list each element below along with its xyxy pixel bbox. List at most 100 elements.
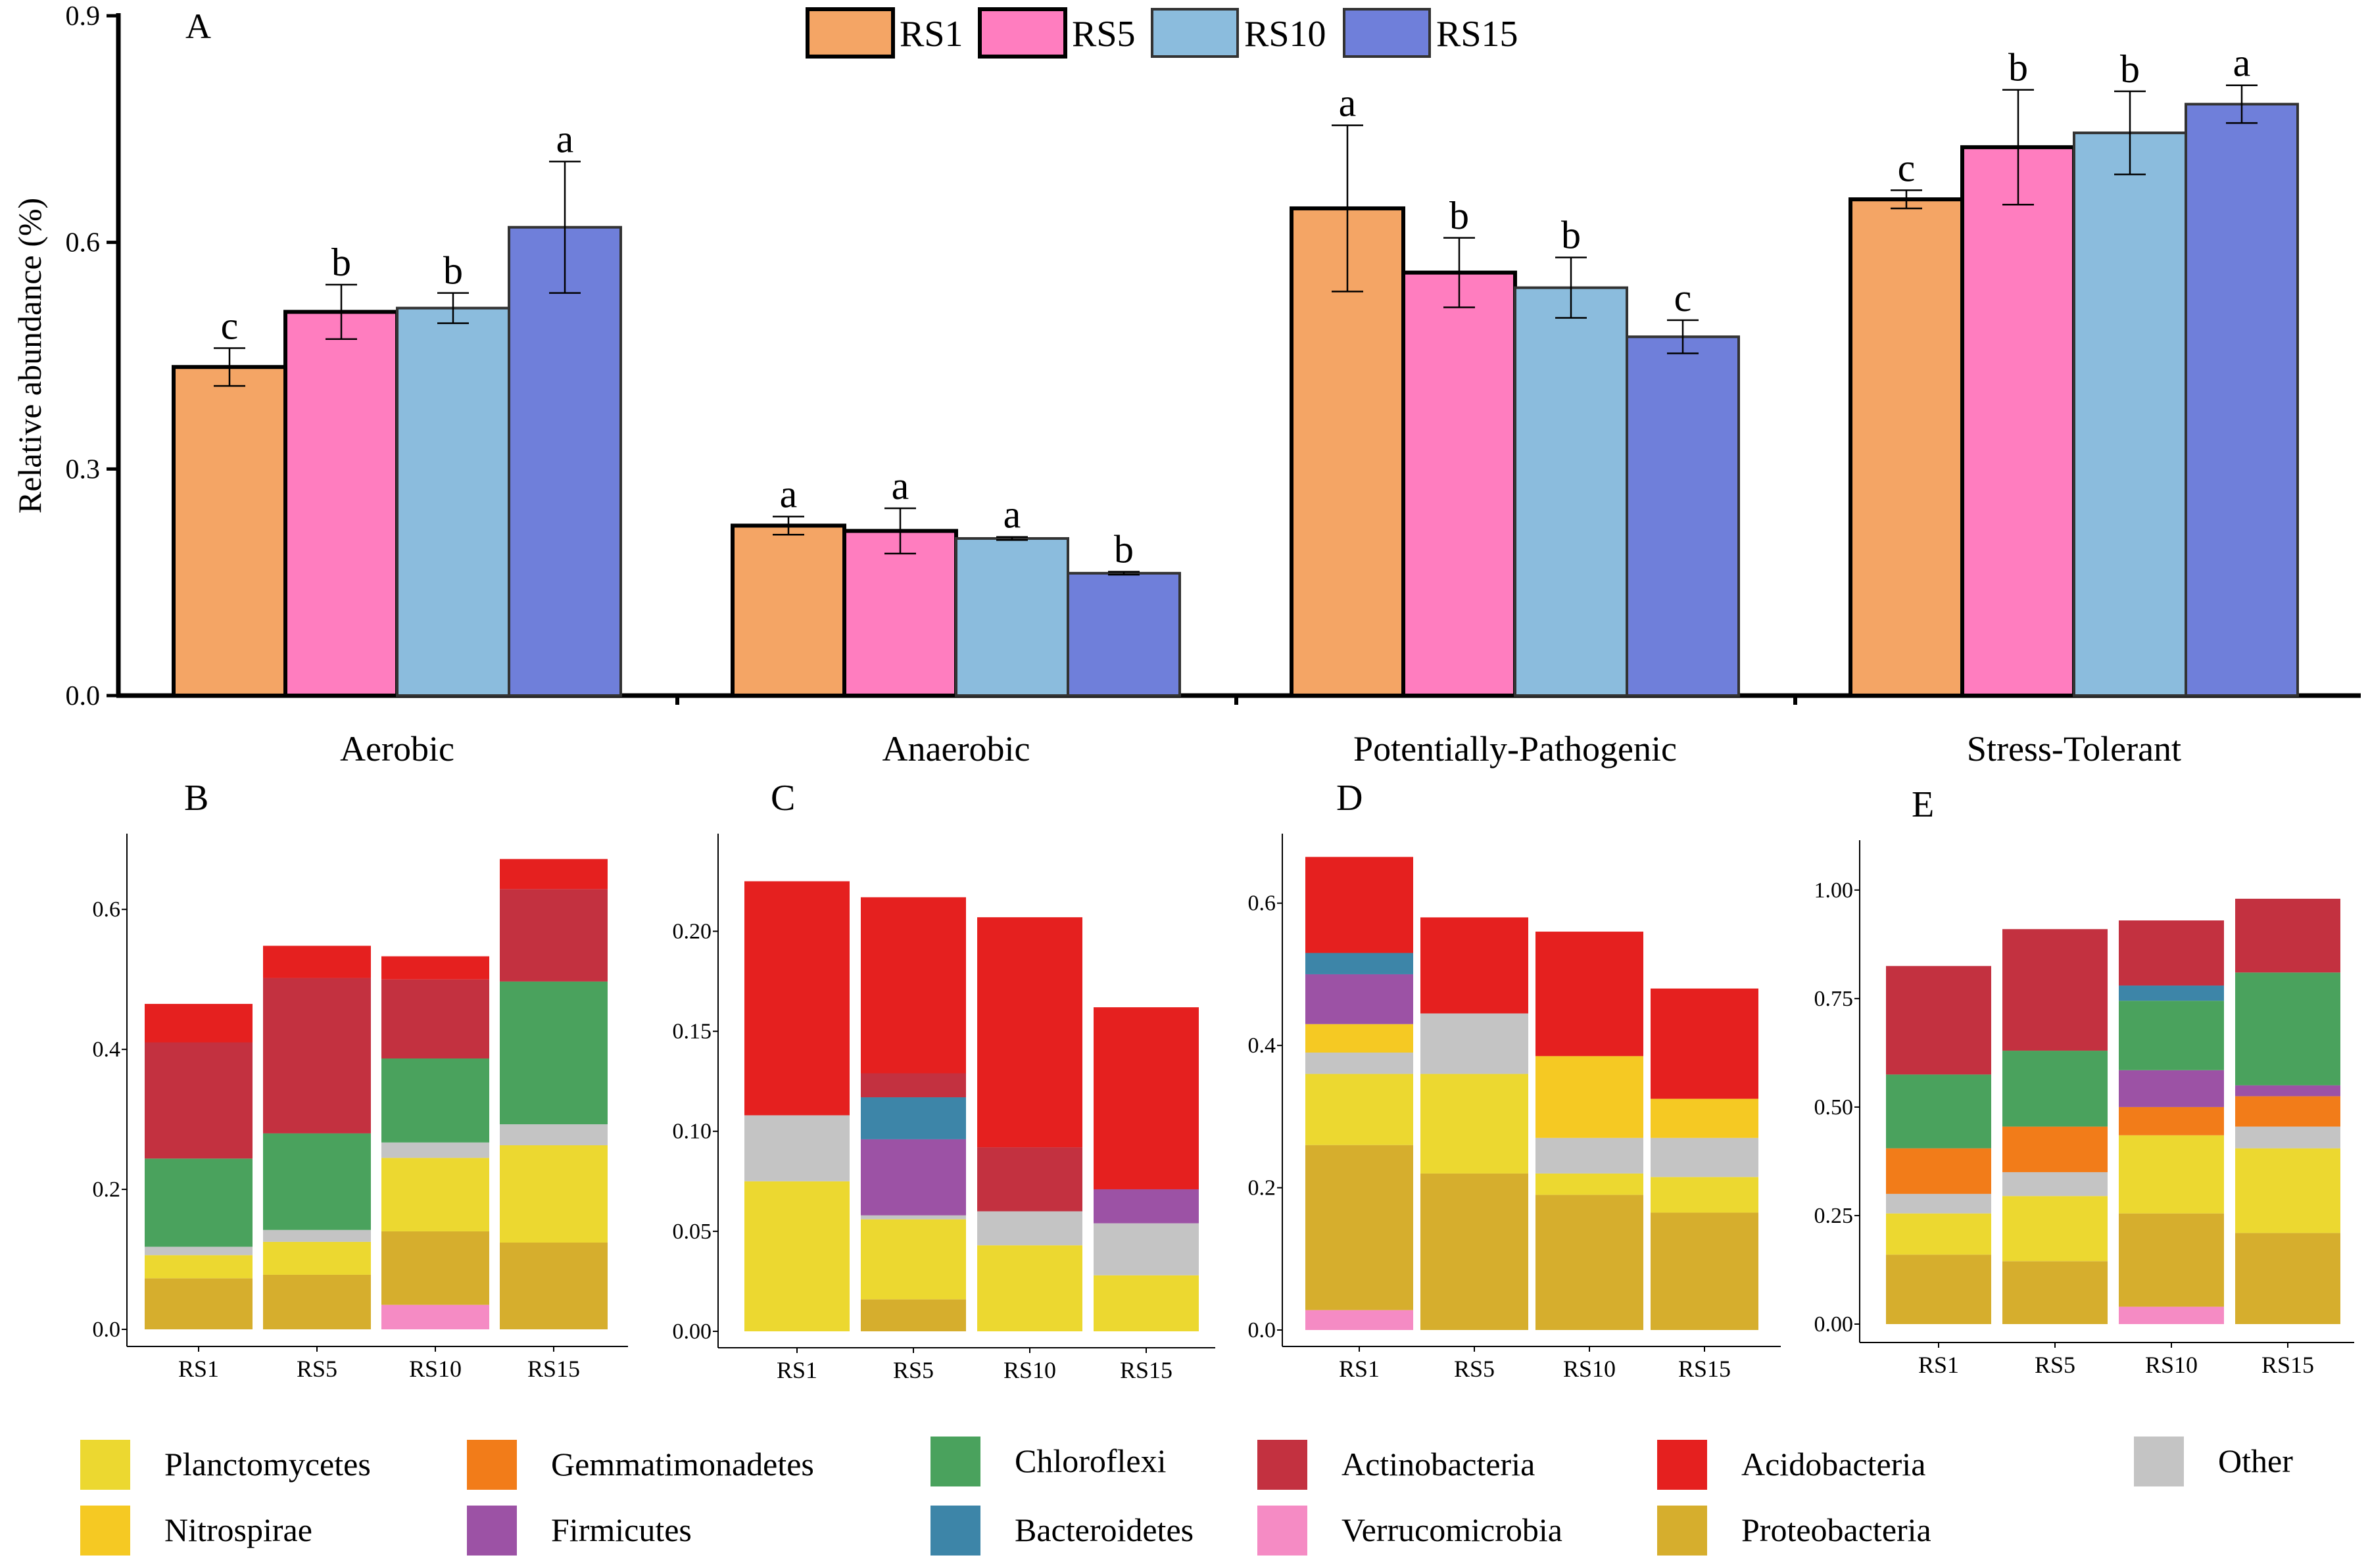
panel-e-segment-chloroflexi: [1886, 1074, 1991, 1149]
panel-b-segment-proteobacteria: [263, 1274, 371, 1329]
panel-d-y-tick-label: 0.6: [1248, 891, 1276, 916]
panel-d-segment-acidobacteria: [1535, 932, 1643, 1057]
panel-e-x-tick-label: RS10: [2145, 1352, 2198, 1378]
panel-a-bar-rs5: [842, 529, 958, 698]
panel-d-segment-bacteroidetes: [1305, 953, 1413, 974]
panel-c-segment-firmicutes: [1094, 1189, 1199, 1224]
panel-a-y-axis-label: Relative abundance (%): [11, 198, 48, 513]
panel-c-segment-acidobacteria: [744, 881, 850, 1116]
legend-swatch-acidobacteria: [1657, 1440, 1707, 1490]
legend-label-actinobacteria: Actinobacteria: [1341, 1446, 1535, 1483]
phylum-legend: Planctomycetes Nitrospirae Gemmatimonadete…: [80, 1437, 2293, 1556]
legend-swatch-rs15: [1343, 8, 1431, 58]
panel-e-segment-actinobacteria: [1886, 966, 1991, 1075]
legend-label-acidobacteria: Acidobacteria: [1741, 1446, 1925, 1483]
panel-d-segment-nitrospirae: [1535, 1056, 1643, 1138]
panel-c-x-tick-label: RS5: [893, 1357, 934, 1383]
panel-c-y-tick-label: 0.00: [673, 1319, 712, 1344]
panel-b-letter: B: [184, 778, 208, 819]
panel-d-segment-nitrospirae: [1305, 1024, 1413, 1053]
legend-swatch-planctomycetes: [80, 1440, 130, 1490]
panel-b-x-tick-label: RS15: [527, 1356, 580, 1382]
panel-d-x-tick-label: RS10: [1563, 1356, 1616, 1382]
panel-c-segment-other: [744, 1115, 850, 1181]
panel-e-y-tick-label: 0.50: [1814, 1095, 1854, 1120]
panel-a-bar-rs10: [955, 537, 1069, 698]
panel-b-segment-actinobacteria: [381, 979, 489, 1058]
legend-label-chloroflexi: Chloroflexi: [1015, 1442, 1167, 1479]
legend-swatch-chloroflexi: [930, 1437, 980, 1486]
panel-d-segment-proteobacteria: [1305, 1145, 1413, 1310]
panel-a-bar-rs10: [396, 306, 510, 697]
legend-label-other: Other: [2218, 1442, 2293, 1479]
panel-a-category-label: Stress-Tolerant: [1967, 729, 2181, 769]
panel-c-y-tick-label: 0.05: [673, 1220, 712, 1244]
panel-a-bar-rs5: [1401, 270, 1517, 698]
panel-e-segment-other: [1886, 1193, 1991, 1214]
panel-e-segment-gemmatimonadetes: [2002, 1126, 2108, 1172]
panel-a-bar-rs10: [1514, 286, 1628, 698]
panel-c-stacked-bar-chart: C 0.00 0.05 0.10 0.15 0.20 RS1 RS5 RS10 RS15: [673, 778, 1215, 1383]
panel-d-segment-acidobacteria: [1651, 988, 1758, 1099]
panel-a-bar-rs10: [2073, 131, 2187, 698]
panel-e-segment-firmicutes: [2119, 1070, 2224, 1107]
panel-b-segment-other: [500, 1124, 608, 1146]
panel-b-stacked-bar-chart: B 0.0 0.2 0.4 0.6 RS1 RS5 RS10 RS15: [93, 778, 628, 1382]
panel-a-y-tick-label: 0.9: [66, 1, 101, 32]
panel-d-x-tick-label: RS5: [1454, 1356, 1495, 1382]
panel-b-segment-chloroflexi: [500, 981, 608, 1125]
panel-d-segment-planctomycetes: [1305, 1074, 1413, 1145]
panel-a-significance-letter: a: [1003, 493, 1021, 536]
panel-b-segment-planctomycetes: [263, 1241, 371, 1275]
panel-a-significance-letter: a: [556, 118, 574, 161]
panel-b-segment-chloroflexi: [145, 1158, 253, 1247]
panel-b-segment-verrucomicrobia: [381, 1304, 489, 1329]
panel-d-y-tick-label: 0.2: [1248, 1176, 1276, 1200]
panel-e-segment-gemmatimonadetes: [1886, 1148, 1991, 1194]
panel-e-segment-proteobacteria: [1886, 1254, 1991, 1324]
panel-e-segment-verrucomicrobia: [2119, 1306, 2224, 1324]
panel-e-y-tick-label: 0.75: [1814, 987, 1854, 1011]
panel-c-x-tick-label: RS1: [777, 1357, 817, 1383]
panel-e-segment-planctomycetes: [1886, 1213, 1991, 1255]
panel-d-segment-nitrospirae: [1651, 1099, 1758, 1138]
panel-b-segment-actinobacteria: [500, 889, 608, 982]
panel-d-segment-other: [1535, 1137, 1643, 1174]
panel-d-segment-planctomycetes: [1535, 1173, 1643, 1195]
panel-a-category-label: Potentially-Pathogenic: [1353, 729, 1677, 769]
panel-c-y-tick-label: 0.20: [673, 919, 712, 943]
panel-c-segment-planctomycetes: [977, 1245, 1082, 1331]
panel-c-segment-actinobacteria: [861, 1073, 966, 1098]
panel-d-y-tick-label: 0.4: [1248, 1033, 1276, 1058]
panel-c-segment-other: [861, 1215, 966, 1220]
legend-swatch-nitrospirae: [80, 1506, 130, 1556]
panel-c-x-tick-label: RS15: [1120, 1357, 1172, 1383]
panel-b-segment-acidobacteria: [381, 956, 489, 980]
panel-c-segment-bacteroidetes: [861, 1097, 966, 1139]
panel-a-significance-letter: a: [892, 464, 909, 508]
panel-a-significance-letter: a: [1339, 82, 1357, 125]
legend-label-verrucomicrobia: Verrucomicrobia: [1341, 1511, 1562, 1548]
panel-d-segment-other: [1651, 1137, 1758, 1177]
legend-swatch-gemmatimonadetes: [467, 1440, 517, 1490]
panel-e-letter: E: [1912, 784, 1934, 825]
panel-a-y-tick-label: 0.0: [66, 681, 101, 711]
panel-d-segment-planctomycetes: [1651, 1177, 1758, 1213]
panel-b-segment-chloroflexi: [263, 1133, 371, 1230]
panel-a-significance-letter: b: [443, 249, 463, 293]
panel-b-y-tick-label: 0.6: [93, 897, 121, 922]
panel-b-segment-actinobacteria: [145, 1042, 253, 1159]
legend-label-nitrospirae: Nitrospirae: [164, 1511, 312, 1548]
panel-a-bar-rs15: [1067, 571, 1181, 697]
panel-d-x-tick-label: RS1: [1339, 1356, 1380, 1382]
panel-b-x-tick-label: RS10: [409, 1356, 462, 1382]
panel-a-significance-letter: b: [1449, 194, 1469, 237]
panel-e-segment-proteobacteria: [2002, 1261, 2108, 1324]
panel-e-segment-bacteroidetes: [2119, 986, 2224, 1001]
panel-b-y-tick-label: 0.0: [93, 1318, 121, 1342]
panel-a-bar-rs1: [731, 523, 846, 698]
legend-swatch-verrucomicrobia: [1257, 1506, 1307, 1556]
legend-label-rs15: RS15: [1436, 14, 1518, 55]
panel-d-x-tick-label: RS15: [1678, 1356, 1731, 1382]
